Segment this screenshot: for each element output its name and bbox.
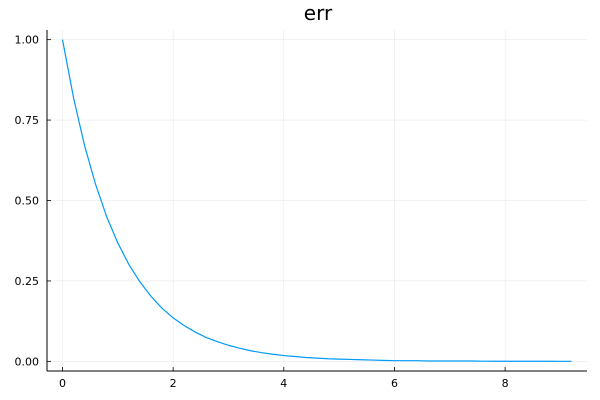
- data-point: [195, 331, 196, 332]
- data-point: [549, 361, 550, 362]
- data-point: [128, 264, 129, 265]
- data-point: [139, 281, 140, 282]
- data-point: [272, 354, 273, 355]
- data-point: [372, 359, 373, 360]
- series-layer: [61, 39, 572, 362]
- data-point: [316, 358, 317, 359]
- data-point: [327, 358, 328, 359]
- data-point: [150, 296, 151, 297]
- data-point: [471, 360, 472, 361]
- series-line: [61, 39, 572, 362]
- y-tick-label: 0.75: [15, 114, 40, 127]
- x-tick-label: 2: [170, 377, 177, 390]
- data-point: [84, 145, 85, 146]
- axes: [46, 30, 587, 372]
- data-point: [161, 308, 162, 309]
- data-point: [261, 352, 262, 353]
- data-point: [505, 361, 506, 362]
- data-point: [173, 317, 174, 318]
- data-point: [339, 358, 340, 359]
- data-point: [460, 360, 461, 361]
- grid: [47, 30, 587, 371]
- data-point: [427, 360, 428, 361]
- x-tick-label: 0: [59, 377, 66, 390]
- y-tick-label: 1.00: [15, 34, 40, 47]
- data-point: [283, 355, 284, 356]
- data-point: [527, 361, 528, 362]
- chart-title: err: [304, 1, 333, 25]
- x-tick-label: 8: [502, 377, 509, 390]
- data-point: [560, 361, 561, 362]
- data-point: [449, 360, 450, 361]
- data-point: [571, 361, 572, 362]
- tick-labels: 0 2 4 6 8 0.00 0.25 0.50 0.75 1.00: [15, 34, 509, 390]
- data-point: [350, 359, 351, 360]
- data-point: [438, 360, 439, 361]
- data-point: [493, 361, 494, 362]
- data-point: [184, 325, 185, 326]
- y-tick-label: 0.50: [15, 195, 40, 208]
- data-point: [294, 356, 295, 357]
- data-point: [361, 359, 362, 360]
- data-point: [206, 337, 207, 338]
- x-tick-label: 6: [391, 377, 398, 390]
- data-point: [228, 345, 229, 346]
- data-point: [305, 357, 306, 358]
- data-point: [217, 341, 218, 342]
- y-tick-label: 0.00: [15, 355, 40, 368]
- data-point: [117, 242, 118, 243]
- data-point: [62, 39, 63, 40]
- data-point: [482, 361, 483, 362]
- data-point: [516, 361, 517, 362]
- data-point: [73, 97, 74, 98]
- data-point: [394, 360, 395, 361]
- data-point: [106, 216, 107, 217]
- y-tick-label: 0.25: [15, 275, 40, 288]
- data-point: [250, 350, 251, 351]
- data-point: [383, 360, 384, 361]
- data-point: [95, 184, 96, 185]
- x-tick-label: 4: [280, 377, 287, 390]
- data-point: [538, 361, 539, 362]
- data-point: [405, 360, 406, 361]
- data-point: [239, 348, 240, 349]
- data-point: [416, 360, 417, 361]
